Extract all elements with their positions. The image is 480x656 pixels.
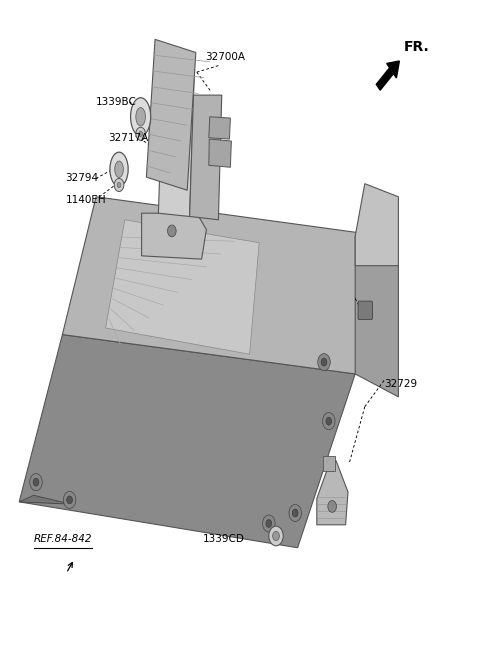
Polygon shape <box>323 456 335 471</box>
Polygon shape <box>317 461 348 525</box>
Circle shape <box>33 478 39 486</box>
Polygon shape <box>19 335 355 548</box>
Polygon shape <box>355 236 398 397</box>
Polygon shape <box>209 117 230 139</box>
Text: 1140EH: 1140EH <box>66 195 107 205</box>
Circle shape <box>263 515 275 532</box>
Text: 32700A: 32700A <box>205 52 246 62</box>
Polygon shape <box>146 39 196 190</box>
FancyArrow shape <box>376 61 399 90</box>
Polygon shape <box>106 220 259 354</box>
Circle shape <box>266 520 272 527</box>
Circle shape <box>136 127 145 140</box>
Circle shape <box>139 131 143 136</box>
Ellipse shape <box>131 98 151 136</box>
Polygon shape <box>209 139 231 167</box>
Polygon shape <box>142 213 206 259</box>
Polygon shape <box>19 495 70 504</box>
Polygon shape <box>158 66 194 216</box>
Text: 1339BC: 1339BC <box>96 96 137 107</box>
Circle shape <box>321 358 327 366</box>
Text: REF.84-842: REF.84-842 <box>34 534 92 544</box>
Circle shape <box>269 526 283 546</box>
Circle shape <box>114 178 124 192</box>
Circle shape <box>326 417 332 425</box>
Text: 32729: 32729 <box>384 379 417 389</box>
Circle shape <box>30 474 42 491</box>
Text: FR.: FR. <box>404 41 430 54</box>
Circle shape <box>289 504 301 522</box>
Circle shape <box>168 225 176 237</box>
Circle shape <box>323 413 335 430</box>
Circle shape <box>318 354 330 371</box>
Polygon shape <box>355 184 398 266</box>
Ellipse shape <box>115 161 123 177</box>
Polygon shape <box>62 197 384 374</box>
Circle shape <box>273 531 279 541</box>
Text: 32717A: 32717A <box>108 133 148 143</box>
FancyBboxPatch shape <box>358 301 372 319</box>
Circle shape <box>292 509 298 517</box>
Circle shape <box>328 501 336 512</box>
Text: 1339CD: 1339CD <box>203 534 245 544</box>
Ellipse shape <box>136 108 145 126</box>
Circle shape <box>67 496 72 504</box>
Polygon shape <box>190 95 222 220</box>
Circle shape <box>63 491 76 508</box>
Ellipse shape <box>110 152 128 186</box>
Circle shape <box>117 182 121 188</box>
Text: 32794: 32794 <box>65 173 98 184</box>
